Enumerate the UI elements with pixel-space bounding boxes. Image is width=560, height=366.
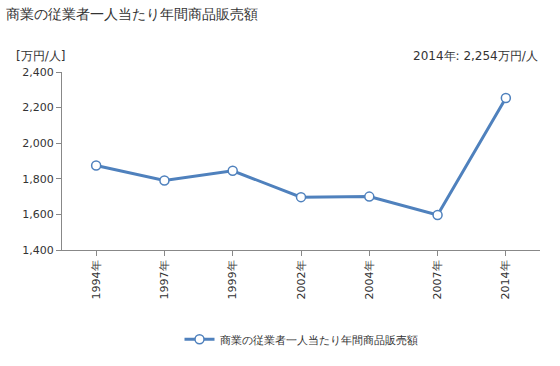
svg-text:2,400: 2,400 — [22, 66, 54, 79]
svg-text:1997年: 1997年 — [158, 260, 171, 299]
svg-text:[万円/人]: [万円/人] — [16, 49, 65, 63]
svg-text:2,200: 2,200 — [22, 101, 54, 114]
svg-text:1994年: 1994年 — [90, 260, 103, 299]
svg-text:2007年: 2007年 — [431, 260, 444, 299]
svg-text:商業の従業者一人当たり年間商品販売額: 商業の従業者一人当たり年間商品販売額 — [6, 6, 258, 22]
svg-text:2014年: 2,254万円/人: 2014年: 2,254万円/人 — [413, 49, 538, 63]
svg-text:1,400: 1,400 — [22, 244, 54, 257]
svg-text:2002年: 2002年 — [295, 260, 308, 299]
svg-text:1999年: 1999年 — [226, 260, 239, 299]
svg-text:2004年: 2004年 — [363, 260, 376, 299]
svg-text:1,600: 1,600 — [22, 208, 54, 221]
svg-text:2,000: 2,000 — [22, 137, 54, 150]
svg-text:1,800: 1,800 — [22, 173, 54, 186]
svg-text:商業の従業者一人当たり年間商品販売額: 商業の従業者一人当たり年間商品販売額 — [220, 334, 418, 347]
svg-text:2014年: 2014年 — [499, 260, 512, 299]
